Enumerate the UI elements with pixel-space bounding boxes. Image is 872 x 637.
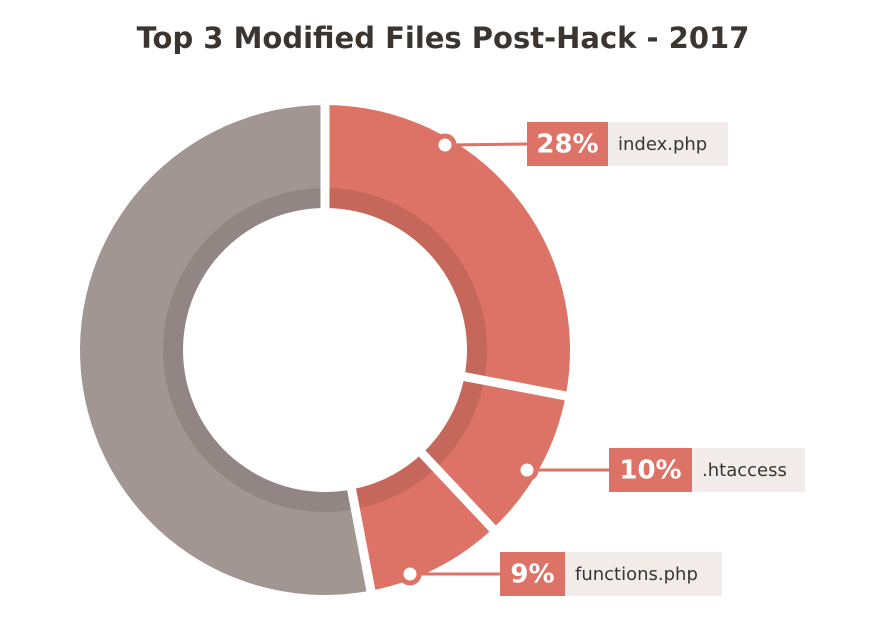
percent-box bbox=[500, 552, 565, 596]
percent-box bbox=[609, 448, 692, 492]
callout-line bbox=[444, 142, 528, 147]
percent-label: 28% bbox=[536, 130, 598, 160]
slice-gap bbox=[346, 486, 376, 594]
callout-dot bbox=[433, 133, 457, 157]
inner-shadow bbox=[163, 188, 487, 512]
slice-gap bbox=[417, 448, 498, 534]
file-name: functions.php bbox=[575, 564, 698, 585]
file-name: .htaccess bbox=[702, 460, 787, 481]
donut-slice bbox=[79, 105, 371, 596]
percent-label: 10% bbox=[619, 456, 681, 486]
percent-box bbox=[527, 122, 608, 166]
callout-dot bbox=[515, 458, 539, 482]
donut-slice bbox=[351, 453, 493, 591]
percent-label: 9% bbox=[510, 560, 554, 590]
callout-dot bbox=[398, 562, 422, 586]
file-name: index.php bbox=[618, 134, 707, 155]
name-box bbox=[565, 552, 722, 596]
slice-gap bbox=[461, 371, 569, 401]
name-box bbox=[692, 448, 805, 492]
chart-title: Top 3 Modified Files Post-Hack - 2017 bbox=[137, 21, 750, 55]
name-box bbox=[608, 122, 728, 166]
donut-slice bbox=[325, 105, 570, 396]
